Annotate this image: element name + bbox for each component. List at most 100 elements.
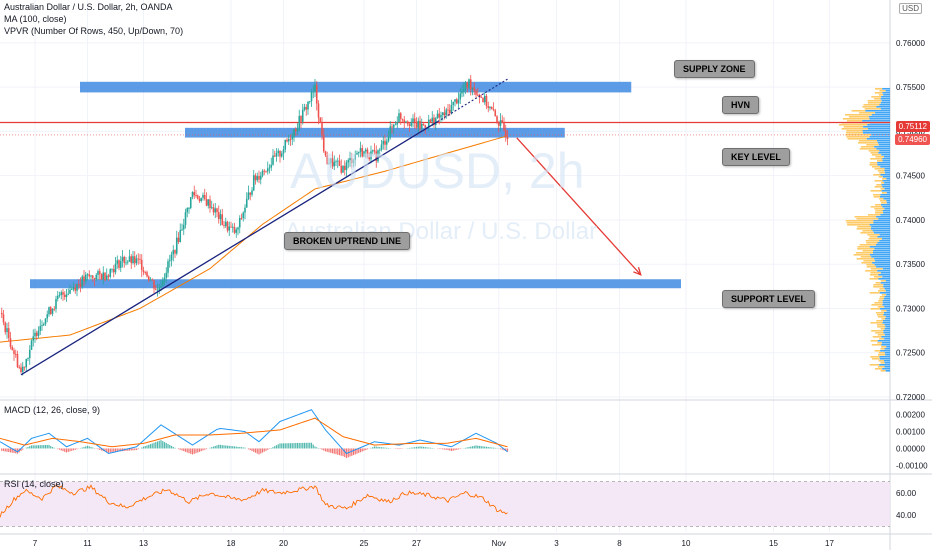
candle-body bbox=[457, 99, 460, 104]
vp-bar-up bbox=[848, 116, 869, 118]
vp-bar-up bbox=[839, 124, 868, 126]
vp-bar-down bbox=[877, 164, 890, 166]
macd-hist-bar bbox=[356, 448, 358, 454]
macd-hist-bar bbox=[50, 445, 52, 449]
candle-body bbox=[181, 229, 183, 231]
vp-bar-down bbox=[883, 330, 890, 332]
vp-bar-up bbox=[868, 150, 880, 152]
vp-bar-down bbox=[884, 362, 890, 364]
vp-bar-down bbox=[882, 300, 890, 302]
candle-body bbox=[252, 175, 255, 191]
macd-hist-bar bbox=[506, 448, 509, 452]
macd-hist-bar bbox=[377, 446, 379, 449]
candle-body bbox=[406, 121, 409, 125]
vp-bar-up bbox=[873, 174, 881, 176]
candle-body bbox=[363, 151, 365, 157]
macd-hist-bar bbox=[104, 448, 106, 452]
macd-hist-bar bbox=[81, 447, 83, 449]
ma-indicator-label[interactable]: MA (100, close) bbox=[4, 14, 67, 24]
candle-body bbox=[433, 117, 435, 126]
candle-body bbox=[25, 358, 28, 368]
vp-bar-up bbox=[875, 88, 883, 90]
macd-hist-bar bbox=[197, 448, 199, 453]
candle-body bbox=[452, 101, 455, 106]
zone-supply bbox=[80, 81, 632, 93]
vp-bar-up bbox=[873, 276, 883, 278]
vp-bar-up bbox=[851, 110, 866, 112]
vp-bar-up bbox=[871, 154, 882, 156]
candle-body bbox=[32, 336, 35, 341]
vp-bar-up bbox=[882, 178, 887, 180]
candle-body bbox=[469, 79, 472, 90]
candle-body bbox=[11, 346, 14, 351]
candle-body bbox=[497, 122, 500, 126]
vp-bar-up bbox=[870, 206, 883, 208]
vp-bar-down bbox=[879, 240, 890, 242]
macd-hist-bar bbox=[130, 448, 132, 451]
currency-badge[interactable]: USD bbox=[899, 3, 922, 14]
macd-hist-bar bbox=[351, 448, 353, 456]
macd-title[interactable]: MACD (12, 26, close, 9) bbox=[4, 405, 101, 415]
vp-bar-up bbox=[864, 108, 881, 110]
macd-hist-bar bbox=[100, 448, 103, 451]
time-tick-label: 3 bbox=[554, 539, 559, 548]
vpvr-indicator-label[interactable]: VPVR (Number Of Rows, 450, Up/Down, 70) bbox=[4, 26, 184, 36]
vp-bar-up bbox=[865, 270, 878, 272]
macd-hist-bar bbox=[69, 448, 71, 452]
vp-bar-down bbox=[885, 280, 890, 282]
candle-body bbox=[251, 190, 253, 195]
vp-bar-down bbox=[875, 244, 890, 246]
candle-body bbox=[95, 274, 98, 280]
macd-hist-bar bbox=[261, 448, 264, 453]
candle-body bbox=[315, 84, 318, 104]
vp-bar-down bbox=[882, 186, 890, 188]
macd-hist-bar bbox=[314, 446, 316, 449]
candle-body bbox=[501, 120, 504, 124]
time-tick-label: 20 bbox=[279, 539, 288, 548]
vp-bar-down bbox=[880, 108, 890, 110]
macd-hist-bar bbox=[473, 445, 475, 449]
macd-hist-bar bbox=[487, 446, 489, 449]
candle-body bbox=[18, 367, 21, 368]
vp-bar-up bbox=[870, 356, 880, 358]
candle-body bbox=[454, 99, 456, 102]
candle-body bbox=[14, 354, 17, 355]
macd-hist-bar bbox=[8, 448, 10, 453]
vp-bar-down bbox=[884, 366, 890, 368]
vp-bar-up bbox=[857, 142, 878, 144]
time-tick-label: 11 bbox=[83, 539, 92, 548]
candle-body bbox=[350, 158, 353, 164]
macd-hist-bar bbox=[64, 448, 66, 452]
candle-body bbox=[104, 272, 106, 281]
candle-body bbox=[114, 263, 117, 273]
vp-bar-up bbox=[880, 280, 886, 282]
watermark-ticker: AUDUSD, 2h bbox=[290, 143, 585, 199]
last-price-label: 0.74960 bbox=[895, 134, 930, 145]
macd-hist-bar bbox=[153, 442, 155, 449]
macd-hist-bar bbox=[141, 447, 143, 449]
vp-bar-down bbox=[879, 196, 890, 198]
uptrend-line bbox=[20, 121, 438, 376]
vp-bar-up bbox=[879, 90, 886, 92]
macd-hist-bar bbox=[464, 447, 467, 449]
candle-body bbox=[338, 160, 341, 166]
candle-body bbox=[228, 226, 231, 231]
vp-bar-down bbox=[886, 192, 890, 194]
macd-hist-bar bbox=[51, 447, 54, 449]
vp-bar-up bbox=[867, 102, 881, 104]
macd-hist-bar bbox=[137, 448, 139, 450]
macd-hist-bar bbox=[107, 448, 110, 453]
macd-hist-bar bbox=[76, 448, 78, 450]
vp-bar-up bbox=[869, 164, 878, 166]
candle-body bbox=[161, 280, 164, 287]
rsi-title[interactable]: RSI (14, close) bbox=[4, 479, 64, 489]
macd-hist-bar bbox=[181, 448, 183, 451]
candle-body bbox=[441, 112, 444, 116]
candle-body bbox=[21, 366, 24, 372]
vp-bar-up bbox=[877, 316, 886, 318]
candle-body bbox=[289, 139, 292, 140]
macd-hist-bar bbox=[163, 442, 166, 449]
candle-body bbox=[39, 325, 42, 331]
candle-body bbox=[280, 153, 283, 157]
